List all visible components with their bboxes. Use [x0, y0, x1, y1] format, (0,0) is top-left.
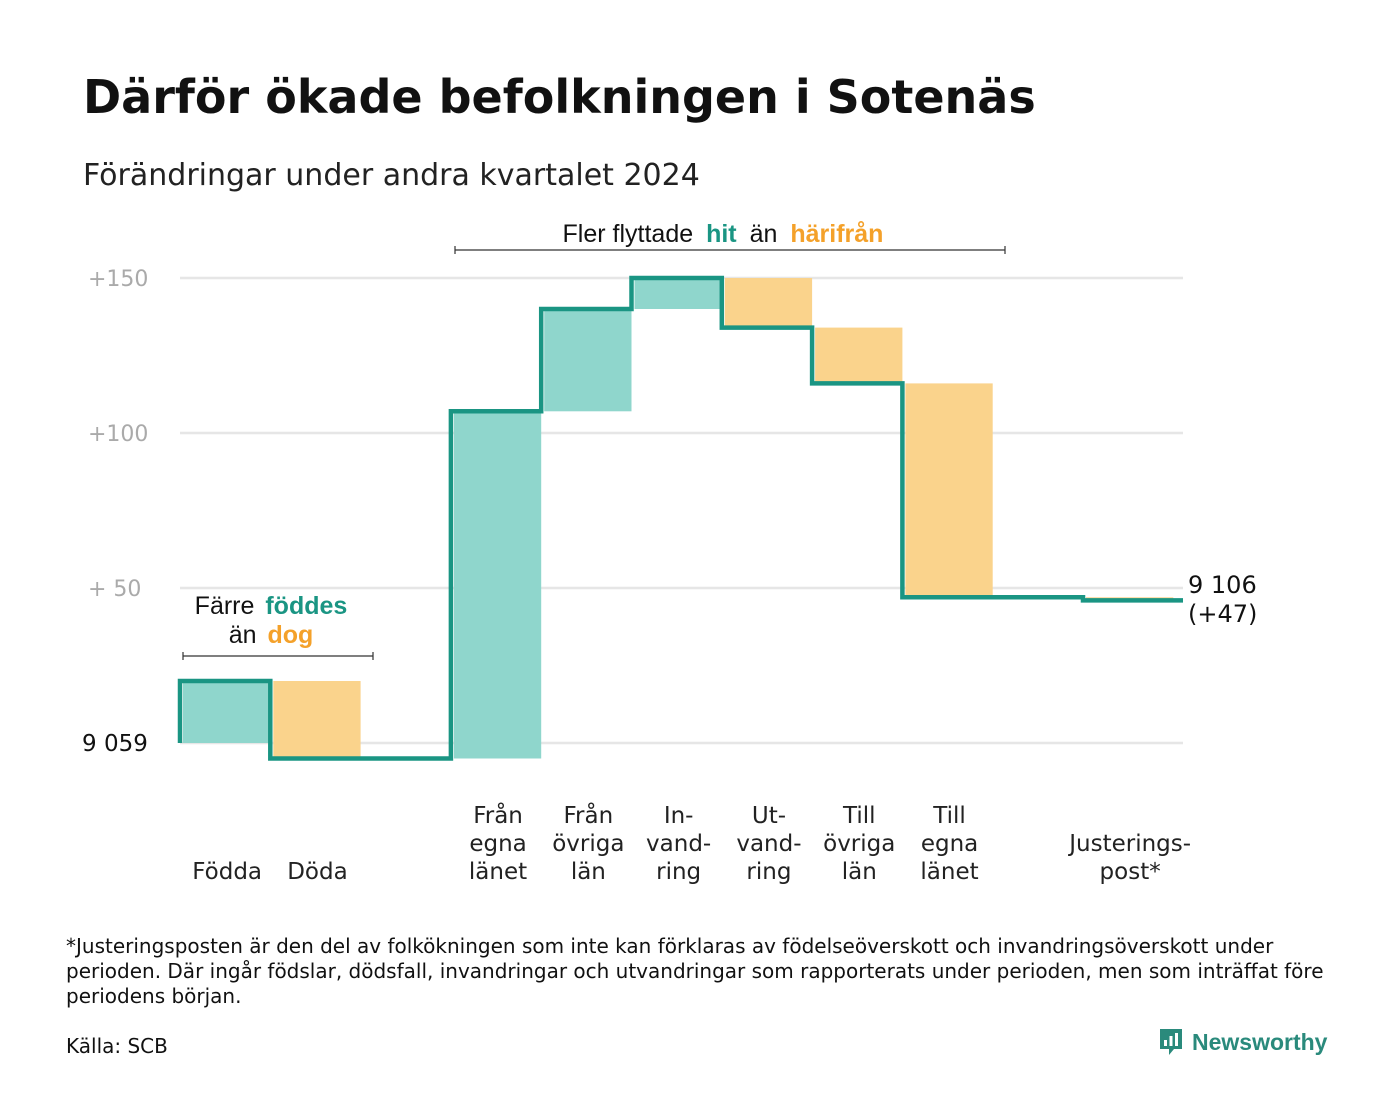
category-label: övriga — [552, 831, 624, 857]
svg-text:Fler flyttade hit: Fler flyttade hit än härifrån — [563, 220, 884, 248]
migration-ann-prefix: Fler flyttade — [563, 220, 694, 248]
category-label: Till — [842, 803, 876, 829]
category-label: vand- — [736, 831, 801, 857]
category-label: län — [842, 859, 877, 885]
category-label: övriga — [823, 831, 895, 857]
end-value-label: 9 106 — [1188, 571, 1257, 599]
category-label: Födda — [192, 859, 262, 885]
source-label: Källa: SCB — [66, 1034, 168, 1058]
start-value-label: 9 059 — [82, 731, 148, 757]
migration-ann-highlight1: hit — [706, 220, 737, 248]
category-label: Från — [564, 801, 614, 829]
category-label: Justerings- — [1067, 831, 1191, 857]
y-tick-label: +150 — [88, 267, 148, 292]
category-label: Från — [473, 801, 523, 829]
category-label: egna — [921, 831, 978, 857]
category-label: In- — [664, 803, 694, 829]
bar-frånegnalänet — [453, 411, 542, 759]
footnote: *Justeringsposten är den del av folkökni… — [66, 934, 1324, 1008]
category-labels: Födda DödaFrånegnalänetFrånövrigalänIn-va… — [192, 801, 1191, 885]
category-label: Till — [932, 803, 966, 829]
svg-text:Färre föddes: Färre föddes — [195, 592, 348, 620]
bar-tillegnalänet — [905, 383, 993, 598]
category-label: länet — [920, 859, 978, 885]
births-ann-highlight1: föddes — [265, 592, 347, 620]
waterfall-chart: +150+100+ 50 Födda DödaFrånegnalänetFrånö… — [82, 220, 1257, 885]
grid-lines — [180, 276, 1183, 745]
svg-text:än dog: än dog — [229, 621, 314, 649]
births-annotation: Färre föddes än dog — [182, 592, 374, 660]
brand-name: Newsworthy — [1192, 1028, 1328, 1055]
category-label: ring — [746, 859, 791, 885]
end-change-label: (+47) — [1188, 600, 1257, 628]
step-line-layer — [177, 275, 1183, 761]
category-label: länet — [469, 859, 527, 885]
category-label: Ut- — [752, 803, 786, 829]
bar-tillövrigalän — [815, 327, 903, 384]
births-ann-highlight2: dog — [267, 621, 313, 649]
bar-frånövrigalän — [544, 309, 632, 412]
category-label: ring — [656, 859, 701, 885]
births-ann-prefix: Färre — [195, 592, 255, 620]
y-tick-label: +100 — [88, 422, 148, 447]
brand-logo: Newsworthy — [1158, 1027, 1327, 1057]
migration-annotation: Fler flyttade hit än härifrån — [454, 220, 1006, 254]
cumulative-step-line — [177, 275, 1183, 761]
migration-ann-highlight2: härifrån — [790, 220, 883, 248]
y-tick-label: + 50 — [88, 577, 141, 602]
bar-ut-vand-ring — [724, 278, 813, 328]
category-label: post* — [1100, 859, 1161, 885]
bar-födda — [183, 681, 271, 743]
migration-ann-mid: än — [750, 220, 778, 248]
chart-subtitle: Förändringar under andra kvartalet 2024 — [83, 158, 700, 193]
bar-in-vand-ring — [634, 278, 722, 309]
births-ann-mid: än — [229, 621, 257, 649]
bars-layer — [183, 278, 1174, 759]
y-axis-ticks: +150 +100 + 50 — [88, 267, 148, 602]
category-label: län — [571, 859, 606, 885]
chart-title: Därför ökade befolkningen i Sotenäs — [83, 70, 1036, 124]
category-label: vand- — [646, 831, 711, 857]
category-label: Döda — [287, 859, 347, 885]
category-label: egna — [469, 831, 526, 857]
bar-döda — [273, 681, 361, 759]
newsworthy-icon — [1160, 1029, 1182, 1055]
